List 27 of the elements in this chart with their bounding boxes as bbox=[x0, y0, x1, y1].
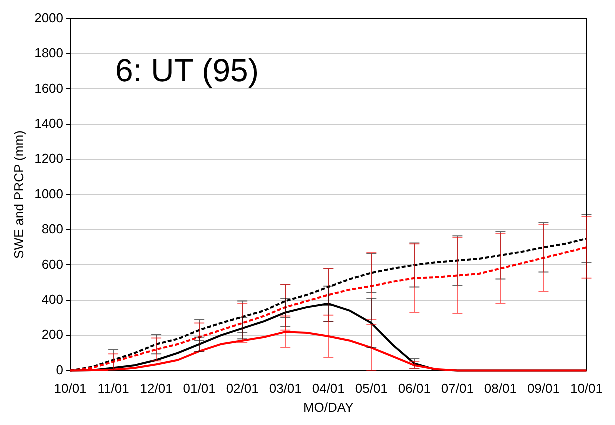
x-tick-label: 05/01 bbox=[355, 381, 388, 396]
x-tick-label: 04/01 bbox=[312, 381, 345, 396]
y-tick-label: 1800 bbox=[34, 46, 64, 61]
y-tick-label: 400 bbox=[42, 292, 64, 307]
x-tick-label: 09/01 bbox=[527, 381, 560, 396]
x-tick-label: 12/01 bbox=[140, 381, 173, 396]
x-tick-label: 07/01 bbox=[441, 381, 474, 396]
x-tick-label: 11/01 bbox=[98, 381, 130, 396]
x-tick-label: 01/01 bbox=[183, 381, 216, 396]
y-axis-title: SWE and PRCP (mm) bbox=[11, 130, 26, 259]
x-tick-label: 10/01 bbox=[54, 381, 87, 396]
x-tick-label: 08/01 bbox=[484, 381, 517, 396]
x-tick-label: 02/01 bbox=[226, 381, 259, 396]
y-tick-label: 600 bbox=[42, 256, 64, 272]
y-tick-label: 800 bbox=[42, 222, 64, 237]
y-tick-label: 2000 bbox=[34, 10, 64, 26]
y-tick-label: 200 bbox=[42, 327, 64, 342]
x-axis-title: MO/DAY bbox=[303, 400, 354, 415]
text: 6: UT (95) bbox=[116, 52, 259, 89]
y-tick-label: 1000 bbox=[34, 186, 64, 202]
y-tick-label: 1200 bbox=[34, 151, 64, 166]
x-tick-label: 10/01 bbox=[570, 381, 604, 396]
x-tick-label: 06/01 bbox=[398, 381, 431, 396]
y-tick-label: 1400 bbox=[34, 116, 64, 131]
x-tick-label: 03/01 bbox=[269, 381, 302, 396]
y-tick-label: 0 bbox=[56, 362, 64, 378]
y-tick-label: 1600 bbox=[34, 80, 64, 96]
